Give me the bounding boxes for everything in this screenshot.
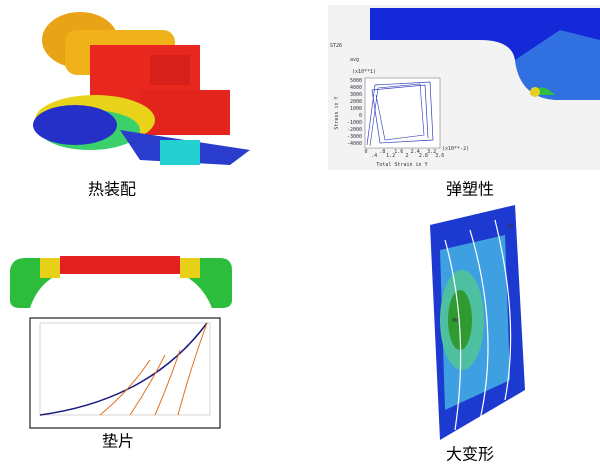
x-multiplier: (x10**-2) (442, 146, 469, 152)
caption: 热装配 (88, 180, 136, 199)
y-tick-label: 4000 (350, 85, 362, 91)
caption: 大变形 (446, 445, 494, 464)
plot-sublabel: avg (350, 57, 359, 63)
x-tick-label: 2 (405, 153, 408, 159)
caption: 弹塑性 (446, 180, 494, 199)
elasto-plastic-image (328, 5, 600, 170)
x-tick-label: 1.6 (394, 149, 403, 155)
y-tick-label: -1000 (347, 120, 362, 126)
stress-strain-plot: ST26 avg (x10**1) (x10**-2) Stress in Y Total… (330, 43, 469, 168)
x-tick-label: 3.2 (427, 149, 436, 155)
y-tick-label: -4000 (347, 141, 362, 147)
x-tick-label: .4 (371, 153, 377, 159)
x-tick-label: 0 (364, 149, 367, 155)
heat-assembly-image (33, 12, 250, 165)
y-axis-label: Stress in Y (334, 96, 340, 129)
min-label: MN (452, 318, 458, 324)
plot-label: ST26 (330, 43, 342, 49)
y-tick-label: 1000 (350, 106, 362, 112)
y-multiplier: (x10**1) (352, 69, 376, 75)
large-deformation-image (430, 205, 525, 440)
caption: 垫片 (102, 432, 134, 451)
y-tick-label: 5000 (350, 78, 362, 84)
y-tick-label: 2000 (350, 99, 362, 105)
x-tick-label: 2.4 (411, 149, 420, 155)
y-tick-label: 3000 (350, 92, 362, 98)
x-tick-label: 3.6 (435, 153, 444, 159)
max-label: MX (508, 224, 514, 230)
x-tick-label: 2.8 (419, 153, 428, 159)
gasket-image (10, 256, 232, 429)
x-axis-label: Total Strain in Y (376, 162, 427, 168)
y-tick-label: -2000 (347, 127, 362, 133)
y-tick-label: -3000 (347, 134, 362, 140)
x-tick-label: .8 (379, 149, 385, 155)
x-tick-label: 1.2 (386, 153, 395, 159)
y-tick-label: 0 (359, 113, 362, 119)
